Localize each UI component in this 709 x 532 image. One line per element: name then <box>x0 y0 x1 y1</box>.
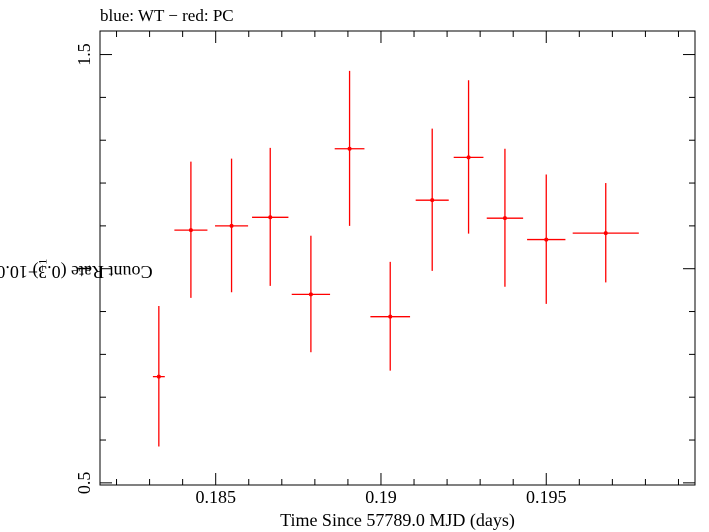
data-point <box>334 70 365 226</box>
y-tick-label: 1.5 <box>74 43 94 66</box>
data-point <box>527 174 566 304</box>
data-point <box>174 161 208 298</box>
data-point <box>415 128 449 271</box>
y-tick-label: 1 <box>74 264 94 273</box>
point-marker <box>188 228 193 233</box>
point-marker <box>268 215 273 220</box>
data-point <box>152 305 165 447</box>
x-axis-label: Time Since 57789.0 MJD (days) <box>280 510 515 530</box>
point-marker <box>502 216 507 221</box>
x-tick-label: 0.185 <box>195 487 236 507</box>
point-marker <box>347 146 352 151</box>
point-marker <box>229 223 234 228</box>
point-marker <box>466 155 471 160</box>
data-series <box>152 70 639 447</box>
x-tick-label: 0.19 <box>365 487 397 507</box>
data-point <box>486 148 524 287</box>
data-point <box>215 158 249 293</box>
point-marker <box>603 231 608 236</box>
point-marker <box>430 198 435 203</box>
x-tick-label: 0.195 <box>526 487 567 507</box>
point-marker <box>308 292 313 297</box>
chart-title: blue: WT − red: PC <box>100 6 234 25</box>
axis-ticks: 0.185 0.19 0.195 0.5 1 1.5 <box>74 31 695 507</box>
data-point <box>453 80 484 234</box>
point-marker <box>544 237 549 242</box>
point-marker <box>156 374 161 379</box>
data-point <box>291 235 331 353</box>
point-marker <box>388 314 393 319</box>
y-tick-label: 0.5 <box>74 472 94 495</box>
plot-frame <box>99 30 696 486</box>
data-point <box>252 147 289 286</box>
data-point <box>572 183 639 283</box>
data-point <box>370 261 411 371</box>
